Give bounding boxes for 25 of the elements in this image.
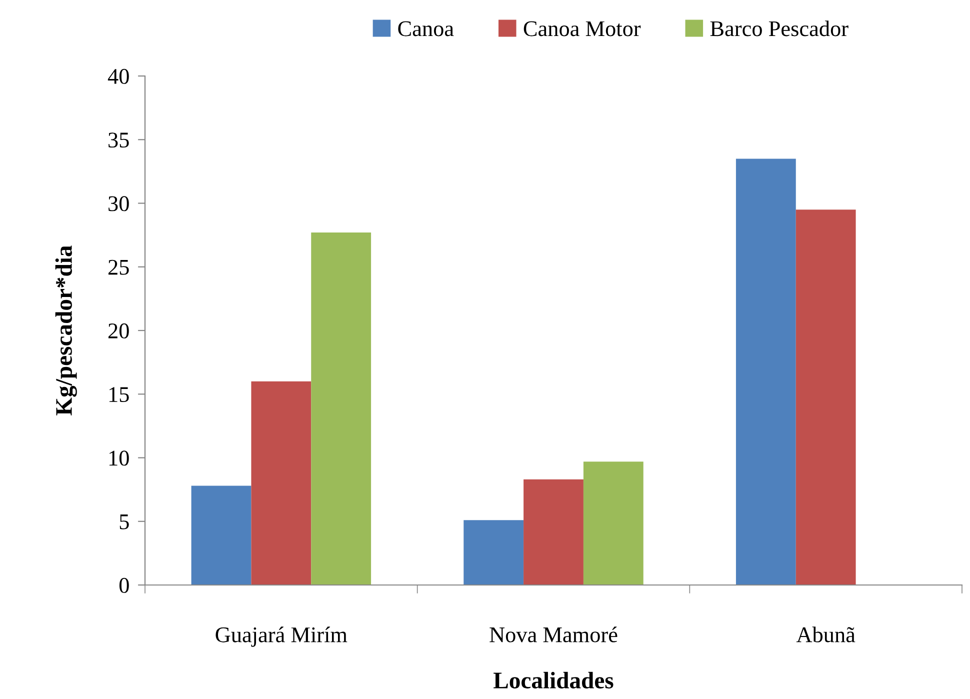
y-tick-label: 40 bbox=[108, 68, 129, 84]
legend-label: Barco Pescador bbox=[710, 20, 848, 36]
x-tick-label: Guajará Mirím bbox=[216, 626, 348, 647]
bar bbox=[191, 486, 252, 585]
x-tick-label: Nova Mamoré bbox=[490, 626, 618, 642]
x-axis-title: Localidades bbox=[494, 672, 614, 688]
y-tick-label: 10 bbox=[109, 450, 129, 466]
y-tick-label: 5 bbox=[120, 514, 129, 530]
y-tick-label: 0 bbox=[119, 578, 129, 593]
x-tick-label: Abunã bbox=[796, 626, 856, 642]
bar bbox=[251, 381, 312, 585]
y-tick-label: 15 bbox=[109, 387, 129, 402]
bar bbox=[524, 479, 584, 585]
y-tick-label: 35 bbox=[108, 132, 129, 148]
y-tick-label: 30 bbox=[108, 196, 129, 212]
y-tick-label: 25 bbox=[108, 260, 129, 275]
bar bbox=[464, 520, 524, 585]
y-tick-label: 20 bbox=[108, 323, 129, 338]
legend-label: Canoa Motor bbox=[524, 21, 641, 36]
bar bbox=[583, 462, 644, 585]
bar bbox=[736, 158, 796, 585]
y-axis-title: Kg/pescador*dia bbox=[55, 246, 77, 416]
bar bbox=[311, 232, 372, 585]
bar bbox=[796, 210, 856, 585]
legend-label: Canoa bbox=[398, 21, 454, 36]
